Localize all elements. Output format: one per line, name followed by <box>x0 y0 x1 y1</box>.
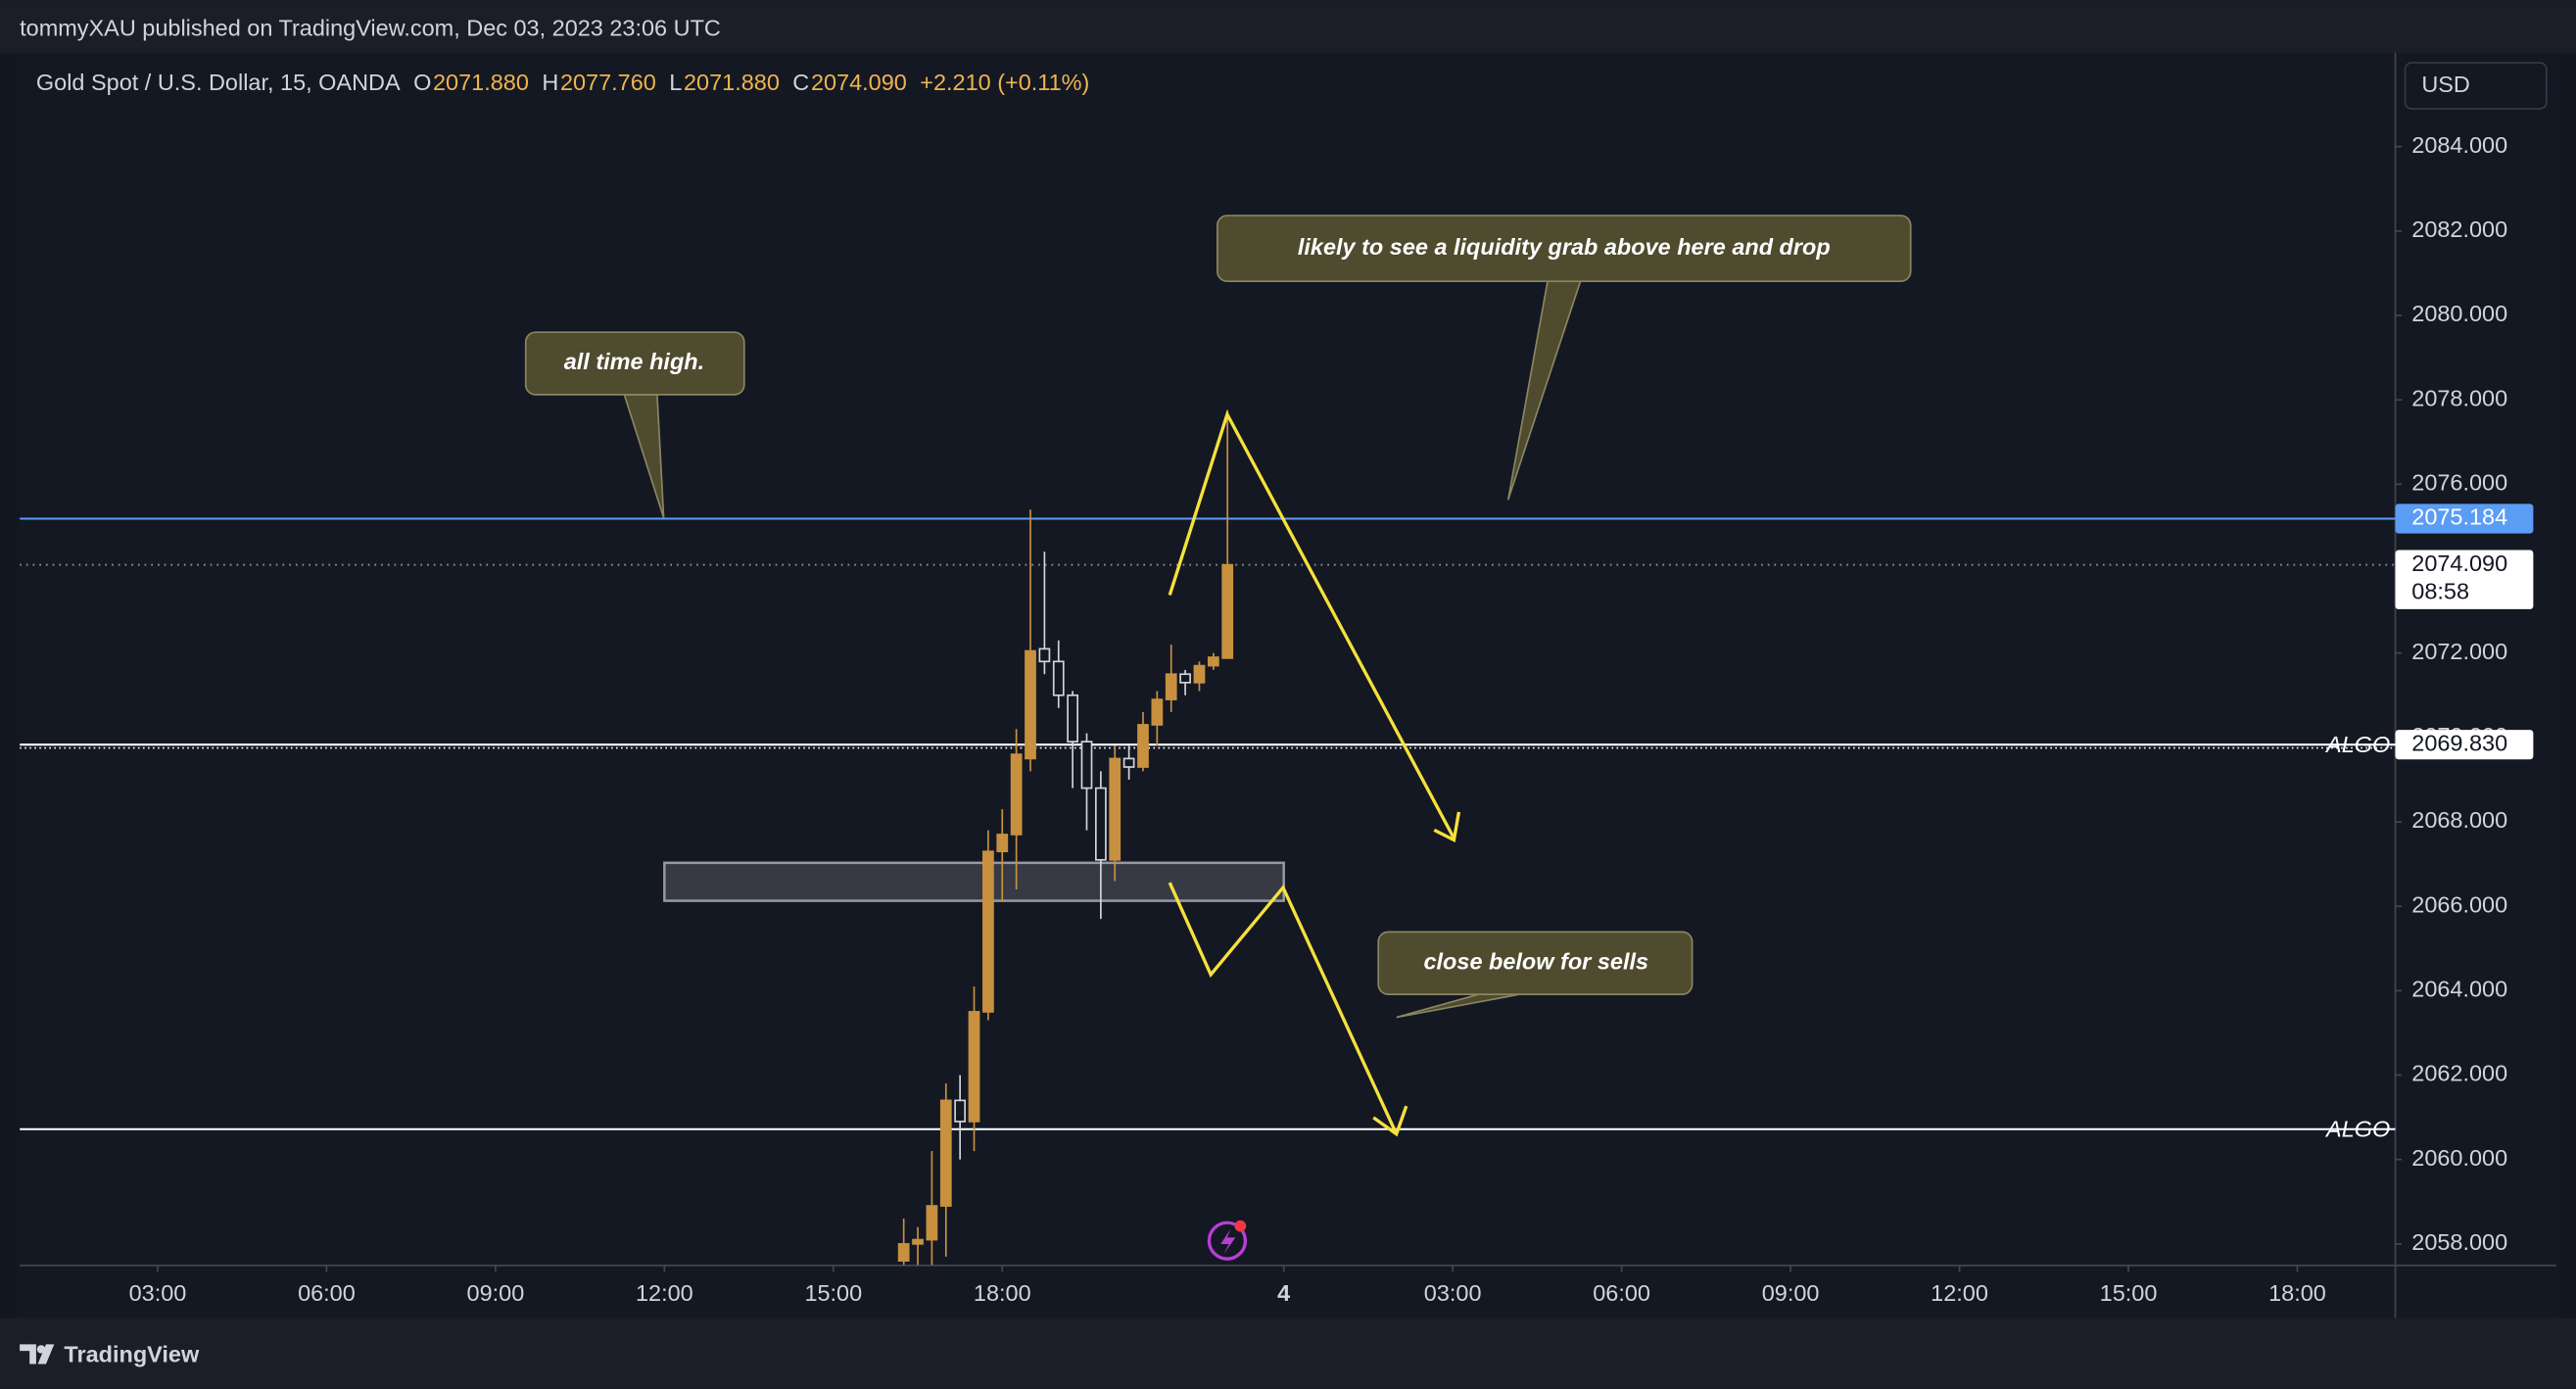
candle-body <box>1038 647 1051 663</box>
ohlc-value: 2071.880 <box>433 70 529 95</box>
ohlc-key: H <box>542 70 558 95</box>
ohlc-key: L <box>669 70 682 95</box>
candle-body <box>1179 673 1191 684</box>
candle-body <box>1067 694 1079 743</box>
line-label: ALGO <box>2324 732 2390 757</box>
x-tick-label: 15:00 <box>804 1280 862 1306</box>
candle-body <box>1193 664 1206 684</box>
brand-name: TradingView <box>64 1341 200 1366</box>
y-tick-label: 2082.000 <box>2411 216 2507 242</box>
symbol-title: Gold Spot / U.S. Dollar, 15, OANDA <box>36 70 401 95</box>
callout-box <box>1216 215 1912 282</box>
price-tag-label: 2075.184 <box>2411 504 2507 530</box>
y-tick-label: 2084.000 <box>2411 132 2507 158</box>
published-line: tommyXAU published on TradingView.com, D… <box>20 16 721 41</box>
footer-bar <box>0 1317 2576 1389</box>
y-tick-label: 2066.000 <box>2411 891 2507 917</box>
ohlc-value: 2077.760 <box>560 70 656 95</box>
price-tag <box>2395 503 2534 534</box>
price-tag-label: 2074.090 <box>2411 551 2507 576</box>
price-tag-label: 2069.830 <box>2411 730 2507 755</box>
projection-line <box>1168 882 1399 1135</box>
price-change: +2.210 (+0.11%) <box>920 70 1089 95</box>
callout-text: all time high. <box>564 349 704 374</box>
ohlc-key: O <box>413 70 431 95</box>
brand: TradingView <box>20 1341 200 1366</box>
y-tick-label: 2058.000 <box>2411 1229 2507 1255</box>
candle-body <box>1151 698 1164 726</box>
ohlc-value: 2071.880 <box>684 70 780 95</box>
x-tick-label: 4 <box>1277 1280 1290 1306</box>
candle-body <box>926 1205 938 1241</box>
countdown: 08:58 <box>2411 578 2469 603</box>
x-tick-label: 18:00 <box>2268 1280 2326 1306</box>
x-tick-label: 09:00 <box>1762 1280 1820 1306</box>
candle-body <box>1122 757 1135 768</box>
arrow-head <box>1433 811 1461 842</box>
alert-circle <box>1207 1221 1248 1261</box>
candle-body <box>1052 660 1065 696</box>
alert-bolt <box>1220 1228 1236 1255</box>
x-tick-label: 03:00 <box>1424 1280 1482 1306</box>
x-tick-label: 06:00 <box>298 1280 356 1306</box>
candle-body <box>939 1099 952 1207</box>
candle-body <box>996 834 1009 853</box>
x-tick-label: 06:00 <box>1593 1280 1650 1306</box>
y-tick-label: 2078.000 <box>2411 385 2507 410</box>
candle-body <box>1109 757 1121 861</box>
y-tick-label: 2080.000 <box>2411 301 2507 326</box>
x-tick-label: 09:00 <box>467 1280 525 1306</box>
price-tag <box>2395 730 2534 760</box>
alert-dot <box>1234 1220 1247 1232</box>
axes: 2058.000 2060.000 2062.000 2064.000 2066.000… <box>129 132 2534 1306</box>
currency: USD <box>2421 72 2470 97</box>
candle-body <box>1010 753 1023 836</box>
x-tick-label: 03:00 <box>129 1280 187 1306</box>
x-tick-label: 15:00 <box>2100 1280 2158 1306</box>
x-tick-label: 12:00 <box>636 1280 693 1306</box>
plot: ALGO ALGO <box>20 409 2396 1266</box>
y-tick-label: 2072.000 <box>2411 639 2507 664</box>
callout-box <box>524 331 745 396</box>
y-tick-label: 2076.000 <box>2411 470 2507 496</box>
ohlc-key: C <box>792 70 809 95</box>
projection-line <box>1168 409 1455 839</box>
y-tick-label: 2064.000 <box>2411 977 2507 1002</box>
y-tick-label: 2060.000 <box>2411 1145 2507 1171</box>
zone <box>663 861 1285 902</box>
candle-body <box>897 1243 910 1262</box>
brand-logo-dot <box>36 1345 46 1354</box>
price-tag <box>2395 550 2534 609</box>
callout-text: likely to see a liquidity grab above her… <box>1298 234 1831 260</box>
candle-body <box>954 1099 967 1123</box>
y-tick-label: 2062.000 <box>2411 1061 2507 1086</box>
arrow-head <box>1372 1105 1408 1137</box>
candle-body <box>1207 656 1219 667</box>
candle-body <box>1080 741 1093 790</box>
callout: all time high. <box>524 331 745 518</box>
callout-box <box>1377 931 1693 995</box>
candle-body <box>912 1238 924 1245</box>
candle-body <box>968 1011 980 1123</box>
callout: likely to see a liquidity grab above her… <box>1216 215 1912 501</box>
drawings <box>1168 409 1461 1137</box>
candle-body <box>1095 787 1107 861</box>
x-tick-label: 12:00 <box>1931 1280 1988 1306</box>
currency-box[interactable] <box>2404 62 2548 110</box>
line-label: ALGO <box>2324 1117 2390 1142</box>
alert-icon[interactable] <box>1207 1220 1248 1261</box>
ohlc-value: 2074.090 <box>811 70 907 95</box>
candle-body <box>1165 673 1177 700</box>
y-tick-label: 2068.000 <box>2411 807 2507 833</box>
candle-body <box>1221 563 1234 659</box>
candle-body <box>1137 724 1149 768</box>
callout-text: close below for sells <box>1423 948 1648 974</box>
header-bar <box>0 0 2576 54</box>
x-tick-label: 18:00 <box>974 1280 1031 1306</box>
candle-body <box>1025 649 1036 760</box>
callout: close below for sells <box>1377 931 1693 1019</box>
candle-body <box>982 850 994 1013</box>
brand-logo <box>20 1344 55 1365</box>
